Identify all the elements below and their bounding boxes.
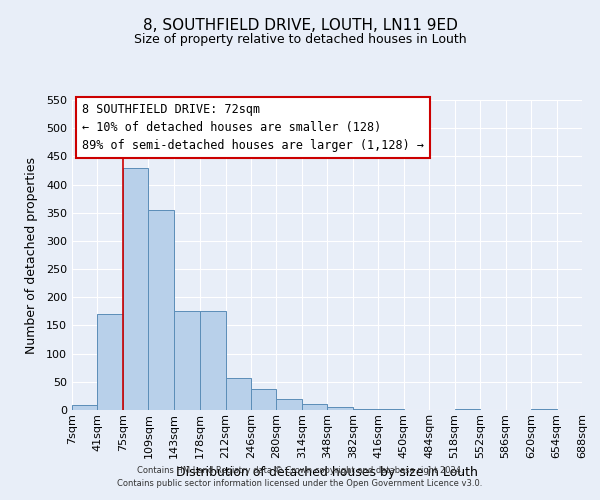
Bar — [251, 388, 277, 410]
Bar — [302, 404, 328, 410]
Text: Size of property relative to detached houses in Louth: Size of property relative to detached ho… — [134, 32, 466, 46]
Bar — [174, 312, 200, 410]
Text: Contains HM Land Registry data © Crown copyright and database right 2024.
Contai: Contains HM Land Registry data © Crown c… — [118, 466, 482, 487]
Text: 8, SOUTHFIELD DRIVE, LOUTH, LN11 9ED: 8, SOUTHFIELD DRIVE, LOUTH, LN11 9ED — [143, 18, 457, 32]
Bar — [148, 210, 174, 410]
Bar — [97, 314, 123, 410]
Bar — [72, 406, 97, 410]
Bar — [277, 398, 302, 410]
Bar — [328, 407, 353, 410]
Bar — [353, 409, 378, 410]
Text: 8 SOUTHFIELD DRIVE: 72sqm
← 10% of detached houses are smaller (128)
89% of semi: 8 SOUTHFIELD DRIVE: 72sqm ← 10% of detac… — [82, 103, 424, 152]
Bar — [123, 168, 148, 410]
Bar — [200, 312, 226, 410]
Bar — [226, 378, 251, 410]
X-axis label: Distribution of detached houses by size in Louth: Distribution of detached houses by size … — [176, 466, 478, 479]
Y-axis label: Number of detached properties: Number of detached properties — [25, 156, 38, 354]
